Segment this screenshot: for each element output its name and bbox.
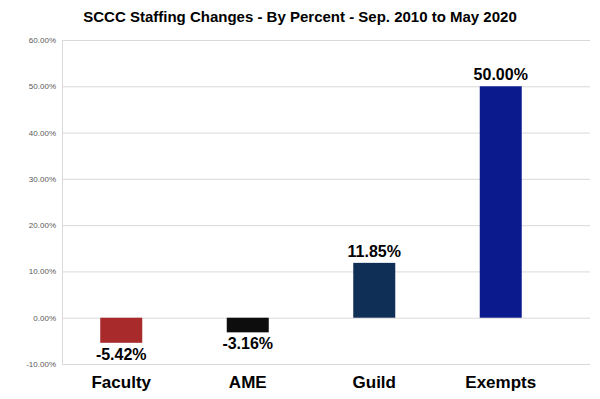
- y-tick-label: 0.00%: [33, 314, 56, 323]
- data-label: 11.85%: [348, 243, 401, 260]
- data-label: 50.00%: [474, 66, 528, 83]
- y-tick-label: 50.00%: [29, 82, 56, 91]
- x-tick-label: Guild: [353, 373, 396, 392]
- x-tick: Guild: [353, 373, 396, 392]
- data-label: -5.42%: [96, 346, 147, 363]
- bars: [100, 86, 521, 343]
- y-tick: 60.00%: [29, 36, 590, 45]
- grid-line: [62, 40, 590, 41]
- bar: [227, 318, 269, 333]
- data-labels: -5.42% -3.16% 11.85% 50.00%: [96, 66, 528, 363]
- bar: [100, 318, 142, 343]
- bar: [480, 86, 522, 317]
- y-axis-line: [62, 41, 63, 365]
- grid-line: [62, 364, 590, 365]
- chart-title: SCCC Staffing Changes - By Percent - Sep…: [83, 8, 516, 25]
- x-tick-label: Faculty: [91, 373, 151, 392]
- y-tick-label: 40.00%: [29, 129, 56, 138]
- y-tick-label: 10.00%: [29, 267, 56, 276]
- y-tick-label: -10.00%: [26, 360, 56, 369]
- x-tick-label: AME: [229, 373, 267, 392]
- y-tick-label: 20.00%: [29, 221, 56, 230]
- y-axis: -10.00% 0.00% 10.00% 20.00% 30.00% 40.00% 50.0…: [26, 36, 590, 369]
- x-tick-label: Exempts: [465, 373, 536, 392]
- data-label: -3.16%: [222, 335, 273, 352]
- bar: [353, 263, 395, 318]
- x-tick: Faculty: [91, 373, 151, 392]
- y-tick-label: 30.00%: [29, 175, 56, 184]
- y-tick-label: 60.00%: [29, 36, 56, 45]
- x-tick: Exempts: [465, 373, 536, 392]
- chart: SCCC Staffing Changes - By Percent - Sep…: [0, 0, 600, 399]
- x-tick: AME: [229, 373, 267, 392]
- x-axis: Faculty AME Guild Exempts: [91, 373, 536, 392]
